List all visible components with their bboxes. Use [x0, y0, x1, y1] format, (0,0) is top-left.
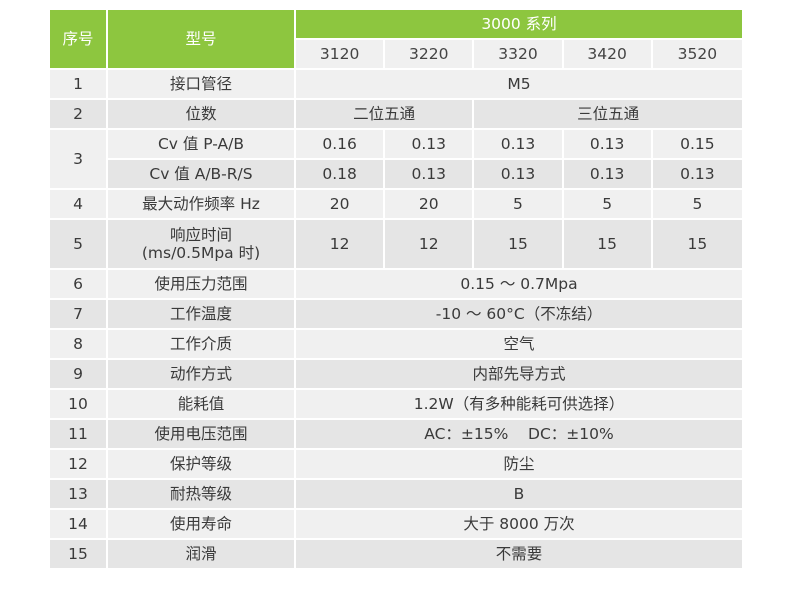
- table-row: 10 能耗值 1.2W（有多种能耗可供选择）: [50, 390, 742, 420]
- row-cell: 0.13: [474, 130, 564, 160]
- row-cell: 0.13: [563, 130, 653, 160]
- row-cell: 5: [474, 190, 564, 220]
- row-index: 1: [50, 70, 108, 100]
- row-name: 能耗值: [108, 390, 296, 420]
- row-cell: 0.13: [652, 160, 742, 190]
- row-name: 润滑: [108, 540, 296, 570]
- row-index: 7: [50, 300, 108, 330]
- row-name: 接口管径: [108, 70, 296, 100]
- row-name: 使用电压范围: [108, 420, 296, 450]
- row-index: 4: [50, 190, 108, 220]
- row-index: 2: [50, 100, 108, 130]
- row-cell: 0.18: [296, 160, 386, 190]
- table-row: 2 位数 二位五通 三位五通: [50, 100, 742, 130]
- row-name: 响应时间 (ms/0.5Mpa 时): [108, 220, 296, 270]
- row-value: AC：±15% DC：±10%: [296, 420, 742, 450]
- row-cell: 20: [296, 190, 386, 220]
- row-value-group-a: 二位五通: [296, 100, 475, 130]
- row-name: Cv 值 P-A/B: [108, 130, 296, 160]
- model-3120: 3120: [296, 40, 386, 70]
- row-index: 9: [50, 360, 108, 390]
- row-name: 工作温度: [108, 300, 296, 330]
- row-name: 工作介质: [108, 330, 296, 360]
- row-cell: 12: [296, 220, 386, 270]
- table-row: 6 使用压力范围 0.15 ～ 0.7Mpa: [50, 270, 742, 300]
- row-name: 保护等级: [108, 450, 296, 480]
- row-cell: 20: [385, 190, 475, 220]
- row-name-line1: 响应时间: [169, 226, 232, 244]
- table-row: 1 接口管径 M5: [50, 70, 742, 100]
- row-index: 14: [50, 510, 108, 540]
- row-cell: 15: [474, 220, 564, 270]
- row-name: Cv 值 A/B-R/S: [108, 160, 296, 190]
- row-cell: 15: [563, 220, 653, 270]
- row-index: 6: [50, 270, 108, 300]
- row-value: 大于 8000 万次: [296, 510, 742, 540]
- row-index: 15: [50, 540, 108, 570]
- table-row: 11 使用电压范围 AC：±15% DC：±10%: [50, 420, 742, 450]
- row-index: 12: [50, 450, 108, 480]
- table-row: 9 动作方式 内部先导方式: [50, 360, 742, 390]
- row-value: 0.15 ～ 0.7Mpa: [296, 270, 742, 300]
- table-row: 3 Cv 值 P-A/B 0.16 0.13 0.13 0.13 0.15: [50, 130, 742, 190]
- row-cell: 12: [385, 220, 475, 270]
- row-cell: 0.16: [296, 130, 386, 160]
- row-name: 使用寿命: [108, 510, 296, 540]
- row-value: 内部先导方式: [296, 360, 742, 390]
- row-value: 1.2W（有多种能耗可供选择）: [296, 390, 742, 420]
- row-index: 3: [50, 130, 108, 190]
- row-value: -10 ～ 60°C（不冻结）: [296, 300, 742, 330]
- row-cell: 15: [652, 220, 742, 270]
- row-name: 耐热等级: [108, 480, 296, 510]
- row-index: 10: [50, 390, 108, 420]
- spec-table: 序号 型号 3000 系列 3120 3220 3320 3420 3520 1…: [50, 10, 742, 570]
- row-value: 不需要: [296, 540, 742, 570]
- row-name: 最大动作频率 Hz: [108, 190, 296, 220]
- model-3220: 3220: [385, 40, 475, 70]
- row-value: M5: [296, 70, 742, 100]
- table-row: 14 使用寿命 大于 8000 万次: [50, 510, 742, 540]
- table-row: Cv 值 A/B-R/S 0.18 0.13 0.13 0.13 0.13: [50, 160, 742, 190]
- row-index: 5: [50, 220, 108, 270]
- table-header: 序号 型号 3000 系列 3120 3220 3320 3420 3520: [50, 10, 742, 70]
- table-row: 15 润滑 不需要: [50, 540, 742, 570]
- row-name: 使用压力范围: [108, 270, 296, 300]
- row-value-group-b: 三位五通: [474, 100, 742, 130]
- row-cell: 0.13: [385, 130, 475, 160]
- table-row: 13 耐热等级 B: [50, 480, 742, 510]
- model-3320: 3320: [474, 40, 564, 70]
- model-3420: 3420: [563, 40, 653, 70]
- row-name: 动作方式: [108, 360, 296, 390]
- row-value: 防尘: [296, 450, 742, 480]
- row-cell: 0.13: [563, 160, 653, 190]
- table-row: 8 工作介质 空气: [50, 330, 742, 360]
- model-header: 型号: [108, 10, 296, 70]
- row-value: B: [296, 480, 742, 510]
- row-name-line2: (ms/0.5Mpa 时): [141, 244, 261, 262]
- row-cell: 0.13: [385, 160, 475, 190]
- table-row: 5 响应时间 (ms/0.5Mpa 时) 12 12 15 15 15: [50, 220, 742, 270]
- row-index: 13: [50, 480, 108, 510]
- row-cell: 5: [563, 190, 653, 220]
- row-index: 11: [50, 420, 108, 450]
- row-value: 空气: [296, 330, 742, 360]
- table-row: 12 保护等级 防尘: [50, 450, 742, 480]
- row-cell: 5: [652, 190, 742, 220]
- table-row: 4 最大动作频率 Hz 20 20 5 5 5: [50, 190, 742, 220]
- row-cell: 0.13: [474, 160, 564, 190]
- model-3520: 3520: [652, 40, 742, 70]
- row-name: 位数: [108, 100, 296, 130]
- table-row: 7 工作温度 -10 ～ 60°C（不冻结）: [50, 300, 742, 330]
- row-index: 8: [50, 330, 108, 360]
- row-cell: 0.15: [652, 130, 742, 160]
- series-header: 3000 系列: [296, 10, 742, 40]
- index-header: 序号: [50, 10, 108, 70]
